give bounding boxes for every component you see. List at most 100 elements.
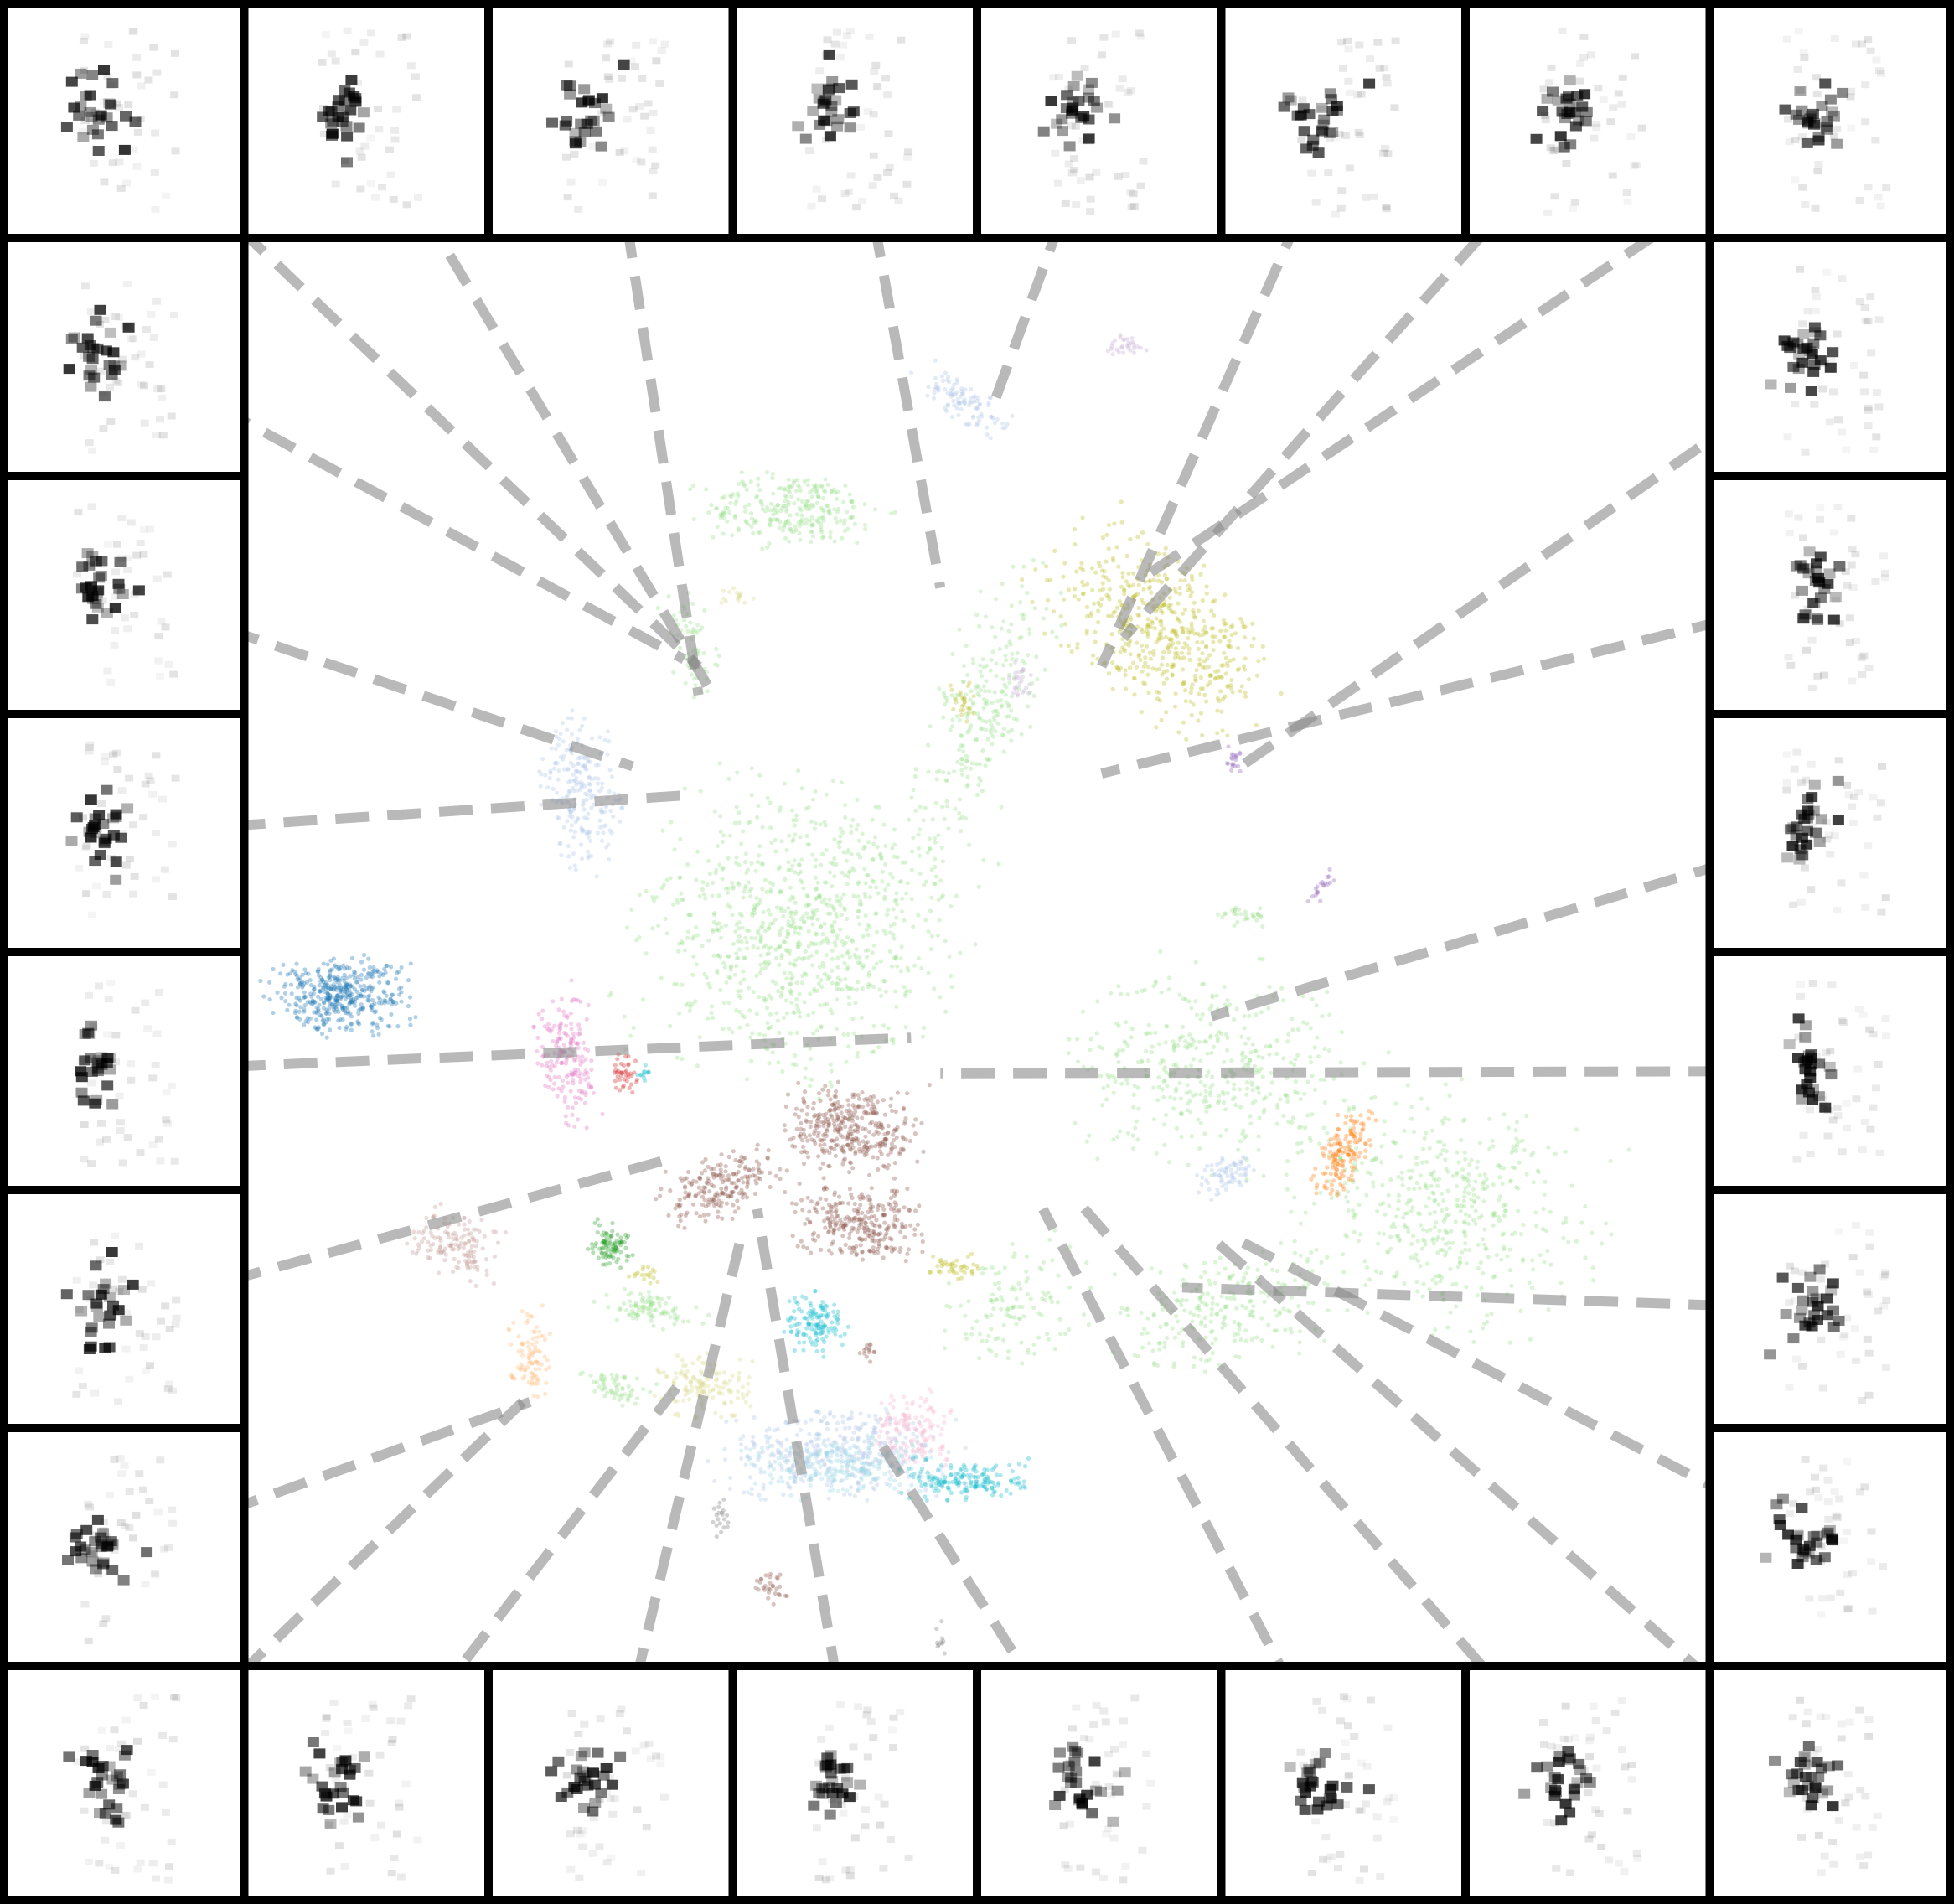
data-point bbox=[1590, 1230, 1595, 1235]
data-point bbox=[830, 924, 835, 929]
data-point bbox=[845, 916, 850, 922]
data-point bbox=[775, 503, 781, 508]
data-point bbox=[734, 805, 739, 810]
data-point bbox=[572, 830, 577, 835]
data-point bbox=[1162, 572, 1167, 577]
data-point bbox=[1148, 656, 1153, 661]
data-point bbox=[1210, 599, 1216, 604]
data-point bbox=[1058, 1332, 1063, 1337]
data-point bbox=[845, 951, 850, 956]
data-point bbox=[783, 493, 788, 498]
data-point bbox=[844, 1447, 849, 1453]
data-point bbox=[1098, 1074, 1104, 1079]
data-point bbox=[557, 841, 562, 846]
data-point bbox=[1012, 1315, 1017, 1320]
data-point bbox=[1143, 655, 1148, 660]
data-point bbox=[690, 630, 696, 635]
data-point bbox=[788, 976, 794, 981]
data-point bbox=[1254, 1048, 1259, 1053]
data-point bbox=[838, 839, 843, 844]
data-point bbox=[994, 1297, 999, 1302]
data-point bbox=[1011, 1285, 1016, 1290]
data-point bbox=[1430, 1190, 1435, 1195]
data-point bbox=[793, 963, 798, 968]
data-point bbox=[553, 729, 559, 734]
data-point bbox=[1104, 1097, 1109, 1102]
data-point bbox=[1220, 1156, 1225, 1161]
data-point bbox=[1528, 1337, 1533, 1342]
data-point bbox=[845, 1488, 850, 1493]
data-point bbox=[1498, 1194, 1503, 1199]
data-point bbox=[887, 949, 892, 954]
data-point bbox=[983, 763, 988, 768]
data-point bbox=[990, 742, 995, 747]
data-point bbox=[897, 1482, 902, 1488]
data-point bbox=[849, 830, 854, 836]
data-point bbox=[624, 925, 630, 930]
data-point bbox=[855, 1054, 860, 1059]
data-point bbox=[1181, 611, 1186, 616]
data-point bbox=[987, 395, 992, 400]
data-point bbox=[792, 1010, 798, 1016]
data-point bbox=[1248, 1050, 1254, 1055]
data-point bbox=[856, 915, 861, 920]
data-point bbox=[1476, 1265, 1481, 1271]
data-point bbox=[702, 608, 707, 613]
data-point bbox=[898, 956, 903, 961]
data-point bbox=[1224, 1127, 1229, 1132]
data-point bbox=[886, 908, 891, 913]
data-point bbox=[1223, 1314, 1228, 1319]
data-point bbox=[980, 748, 985, 753]
data-point bbox=[1057, 1317, 1062, 1322]
data-point bbox=[773, 947, 778, 952]
data-point bbox=[1000, 421, 1005, 426]
data-point bbox=[959, 406, 964, 411]
data-point bbox=[1179, 1110, 1184, 1115]
data-point bbox=[967, 422, 972, 427]
data-point bbox=[974, 422, 980, 427]
data-point bbox=[659, 1296, 664, 1301]
data-point bbox=[1223, 621, 1228, 626]
data-point bbox=[835, 496, 840, 502]
data-point bbox=[887, 1422, 892, 1427]
data-point bbox=[1462, 1150, 1467, 1155]
data-point bbox=[807, 504, 812, 509]
data-point bbox=[840, 1414, 845, 1419]
data-point bbox=[781, 1492, 786, 1498]
data-point bbox=[709, 503, 714, 508]
data-point bbox=[1181, 667, 1186, 672]
data-point bbox=[1395, 1234, 1400, 1239]
data-point bbox=[1128, 652, 1133, 657]
data-point bbox=[1510, 1165, 1515, 1170]
data-point bbox=[561, 767, 567, 772]
data-point bbox=[736, 494, 741, 499]
data-point bbox=[1436, 1177, 1442, 1182]
data-point bbox=[767, 521, 773, 526]
data-point bbox=[614, 1317, 620, 1322]
data-point bbox=[951, 707, 956, 712]
data-point bbox=[881, 928, 887, 933]
data-point bbox=[1428, 1227, 1433, 1232]
data-point bbox=[1127, 584, 1132, 589]
data-point bbox=[865, 1498, 870, 1503]
data-point bbox=[1010, 1241, 1015, 1246]
data-point bbox=[660, 828, 665, 833]
data-point bbox=[765, 1436, 770, 1441]
data-point bbox=[1285, 1039, 1290, 1044]
data-point bbox=[768, 912, 773, 917]
data-point bbox=[1159, 603, 1165, 608]
data-point bbox=[977, 715, 982, 721]
data-point bbox=[1062, 561, 1067, 566]
data-point bbox=[793, 1477, 798, 1482]
data-point bbox=[749, 1487, 754, 1492]
data-point bbox=[797, 925, 803, 930]
data-point bbox=[946, 1480, 951, 1485]
data-point bbox=[580, 1370, 585, 1375]
data-point bbox=[1293, 1089, 1298, 1094]
data-point bbox=[799, 857, 804, 862]
data-point bbox=[709, 1004, 715, 1009]
data-point bbox=[1438, 1152, 1443, 1157]
data-point bbox=[1418, 1264, 1423, 1269]
data-point bbox=[780, 986, 785, 991]
data-point bbox=[942, 816, 947, 822]
